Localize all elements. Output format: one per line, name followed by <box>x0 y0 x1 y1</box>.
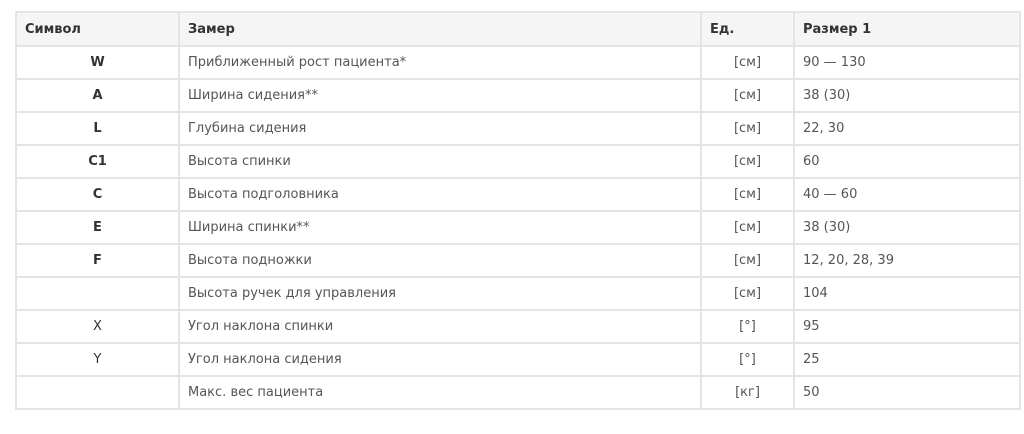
table-row: F Высота подножки [см] 12, 20, 28, 39 <box>15 243 1021 278</box>
cell-size: 50 <box>793 375 1021 410</box>
cell-symbol: Y <box>15 342 180 377</box>
cell-size: 22, 30 <box>793 111 1021 146</box>
table-row: X Угол наклона спинки [°] 95 <box>15 309 1021 344</box>
cell-size: 60 <box>793 144 1021 179</box>
cell-symbol: C <box>15 177 180 212</box>
cell-size: 95 <box>793 309 1021 344</box>
cell-size: 38 (30) <box>793 210 1021 245</box>
cell-unit: [см] <box>700 144 795 179</box>
cell-measure: Ширина сидения** <box>178 78 702 113</box>
table-row: L Глубина сидения [см] 22, 30 <box>15 111 1021 146</box>
cell-measure: Макс. вес пациента <box>178 375 702 410</box>
dimensions-table: Символ Замер Ед. Размер 1 W Приближенный … <box>15 11 1021 410</box>
cell-symbol: W <box>15 45 180 80</box>
table-header-row: Символ Замер Ед. Размер 1 <box>15 11 1021 47</box>
header-unit: Ед. <box>700 11 795 47</box>
cell-unit: [см] <box>700 78 795 113</box>
table-row: C1 Высота спинки [см] 60 <box>15 144 1021 179</box>
cell-unit: [°] <box>700 309 795 344</box>
cell-symbol: L <box>15 111 180 146</box>
table-row: Высота ручек для управления [см] 104 <box>15 276 1021 311</box>
cell-size: 40 — 60 <box>793 177 1021 212</box>
cell-unit: [см] <box>700 111 795 146</box>
cell-size: 12, 20, 28, 39 <box>793 243 1021 278</box>
cell-unit: [см] <box>700 177 795 212</box>
cell-measure: Высота подголовника <box>178 177 702 212</box>
cell-symbol: X <box>15 309 180 344</box>
cell-unit: [см] <box>700 210 795 245</box>
table-row: C Высота подголовника [см] 40 — 60 <box>15 177 1021 212</box>
cell-measure: Угол наклона спинки <box>178 309 702 344</box>
cell-symbol <box>15 375 180 410</box>
table-row: E Ширина спинки** [см] 38 (30) <box>15 210 1021 245</box>
cell-symbol: E <box>15 210 180 245</box>
cell-symbol: A <box>15 78 180 113</box>
cell-unit: [кг] <box>700 375 795 410</box>
cell-measure: Высота ручек для управления <box>178 276 702 311</box>
cell-size: 104 <box>793 276 1021 311</box>
cell-unit: [см] <box>700 276 795 311</box>
header-size: Размер 1 <box>793 11 1021 47</box>
cell-unit: [см] <box>700 45 795 80</box>
cell-measure: Ширина спинки** <box>178 210 702 245</box>
cell-symbol: F <box>15 243 180 278</box>
cell-measure: Глубина сидения <box>178 111 702 146</box>
cell-unit: [см] <box>700 243 795 278</box>
table-row: A Ширина сидения** [см] 38 (30) <box>15 78 1021 113</box>
cell-measure: Приближенный рост пациента* <box>178 45 702 80</box>
cell-measure: Высота подножки <box>178 243 702 278</box>
cell-symbol <box>15 276 180 311</box>
cell-size: 38 (30) <box>793 78 1021 113</box>
header-symbol: Символ <box>15 11 180 47</box>
cell-size: 90 — 130 <box>793 45 1021 80</box>
table-row: Макс. вес пациента [кг] 50 <box>15 375 1021 410</box>
table-row: Y Угол наклона сидения [°] 25 <box>15 342 1021 377</box>
cell-symbol: C1 <box>15 144 180 179</box>
cell-unit: [°] <box>700 342 795 377</box>
table-row: W Приближенный рост пациента* [см] 90 — 130 <box>15 45 1021 80</box>
cell-size: 25 <box>793 342 1021 377</box>
cell-measure: Угол наклона сидения <box>178 342 702 377</box>
cell-measure: Высота спинки <box>178 144 702 179</box>
header-measure: Замер <box>178 11 702 47</box>
